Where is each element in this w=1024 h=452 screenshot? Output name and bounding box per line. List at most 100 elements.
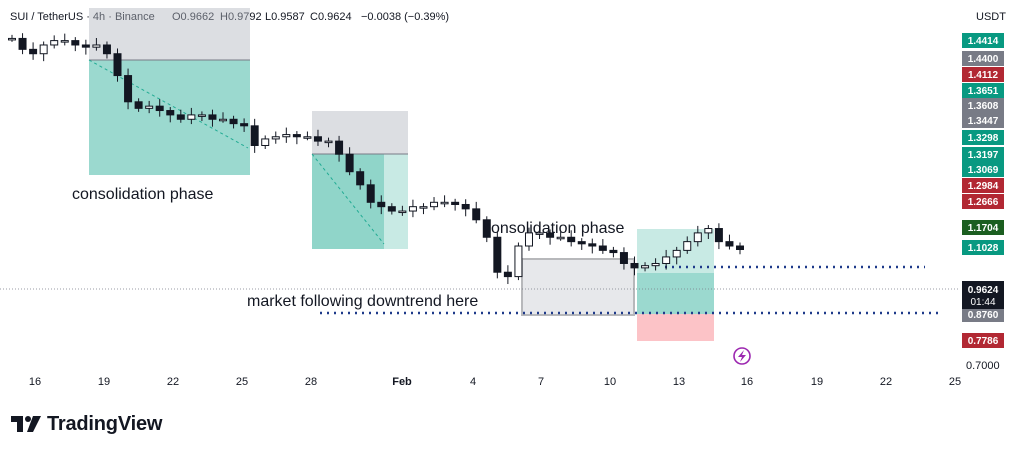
flash-icon[interactable] [733,347,751,365]
candle [134,101,143,109]
candle [672,249,681,258]
candle [71,40,80,46]
price-tag-value: 1.3069 [968,165,999,176]
candle [39,44,48,55]
currency-label: USDT [976,11,1006,23]
brand-name: TradingView [47,412,163,435]
candle [102,44,111,55]
ohlc-change: −0.0038 (−0.39%) [361,11,449,23]
candle [229,118,238,125]
price-tag: 1.3069 [962,162,1004,177]
candle [493,236,502,273]
candle [324,140,333,144]
price-tag: 1.3298 [962,130,1004,145]
ohlc-open: O0.9662 [172,11,214,23]
candle [408,206,417,212]
candle [187,114,196,120]
price-tag: 1.3447 [962,113,1004,128]
tradingview-logo[interactable]: TradingView [11,409,162,439]
candle [50,40,59,46]
candle [208,114,217,120]
candle [619,252,628,264]
candle [683,241,692,251]
candle [92,44,101,48]
ohlc-high: H0.9792 [220,11,262,23]
price-tag: 1.1704 [962,220,1004,235]
stop-zone-1 [89,8,250,60]
price-tag: 1.3651 [962,83,1004,98]
candle [693,232,702,243]
candle [430,201,439,208]
candle [567,236,576,243]
candle [356,171,365,186]
candle [387,206,396,212]
time-tick: 4 [470,376,476,388]
candle [440,201,449,205]
ohlc-close: C0.9624 [310,11,352,23]
candle [472,208,481,221]
price-chart[interactable]: SUI / TetherUS · 4h · Binance O0.9662 H0… [0,0,1024,400]
candle [514,245,523,278]
target-zone-1 [89,60,250,175]
candle [419,206,428,209]
annotation-consolidation-1: consolidation phase [72,186,214,203]
target-zone-2b [384,154,408,249]
price-tag-value: 1.4112 [968,70,998,81]
time-tick: 10 [604,376,616,388]
candle [303,136,312,139]
candle [630,262,639,269]
time-tick: 7 [538,376,544,388]
candle [651,262,660,267]
ohlc-low: L0.9587 [265,11,305,23]
candle [546,232,555,238]
candle [282,134,291,138]
price-tag: 1.3608 [962,98,1004,113]
price-tag: 1.2984 [962,178,1004,193]
time-tick: 28 [305,376,317,388]
price-tag-value: 1.2666 [968,197,999,208]
candle [313,136,322,142]
price-tag-value: 1.4400 [968,54,999,65]
price-tag-value: 1.3298 [968,133,999,144]
candle [704,228,713,234]
price-tag-value: 1.1028 [968,243,999,254]
price-tag: 1.4400 [962,51,1004,66]
candle [641,265,650,269]
time-tick: 16 [29,376,41,388]
candle [240,123,249,127]
candle [271,136,280,140]
candle [166,110,175,116]
price-tag-value: 1.3447 [968,116,999,127]
price-tag: 1.4112 [962,67,1004,82]
tradingview-logo-icon [11,416,41,432]
price-tag: 1.4414 [962,33,1004,48]
candle [377,201,386,208]
price-tag: 0.7786 [962,333,1004,348]
price-tag-value: 0.8760 [968,310,999,321]
price-tag: 1.3197 [962,147,1004,162]
candle [535,232,544,235]
candle [261,138,270,146]
time-axis: 16 19 22 25 28 Feb 4 7 10 13 16 19 22 25 [29,376,961,388]
annotation-downtrend: market following downtrend here [247,293,478,310]
price-tag: 1.2666 [962,194,1004,209]
consolidation-box[interactable] [521,258,635,316]
candle [81,44,90,48]
price-tag-value: 1.1704 [968,223,999,234]
candle [577,241,586,245]
candle [8,37,16,41]
time-tick: Feb [392,376,412,388]
candle [124,75,133,103]
candle [29,48,38,55]
time-tick: 16 [741,376,753,388]
countdown-timer: 01:44 [970,297,995,308]
candle [461,203,470,210]
time-tick: 22 [167,376,179,388]
price-tag-value: 1.3197 [968,150,999,161]
candle [556,236,565,240]
price-tag: 0.8760 [962,307,1004,322]
candle [366,184,375,203]
candle [662,256,671,264]
candle [714,228,723,243]
annotation-consolidation-2: consolidation phase [483,220,625,237]
